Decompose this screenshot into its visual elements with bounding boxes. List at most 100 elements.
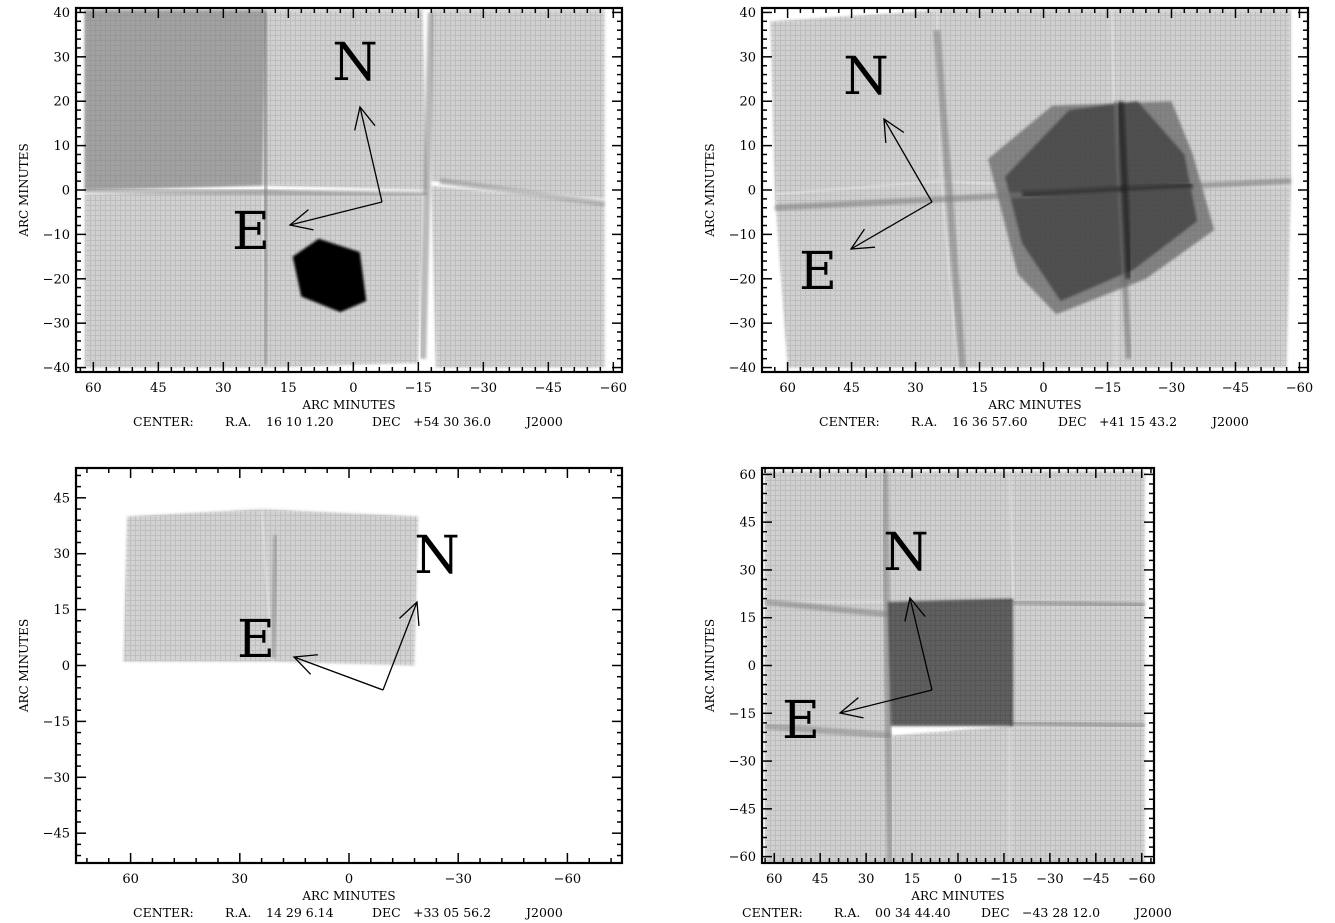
y-tick-label: 40 — [739, 6, 756, 21]
y-tick-label: −45 — [43, 827, 70, 842]
dense-exposure — [292, 238, 367, 313]
east-arrow — [839, 689, 933, 714]
x-tick-label: 30 — [215, 381, 232, 396]
north-label: N — [883, 523, 929, 583]
x-tick-label: 15 — [904, 872, 921, 887]
north-arrow — [382, 601, 418, 691]
x-tick-label: 30 — [907, 381, 924, 396]
y-tick-label: −40 — [43, 361, 70, 376]
panel-2: 60 45 30 15 0 −15 −30 −45 −60 40 30 20 10 0 −10 −20 −30 −… — [703, 6, 1313, 429]
x-tick-label: −15 — [1094, 381, 1121, 396]
x-tick-label: 15 — [280, 381, 297, 396]
caption-ra-label: R.A. — [911, 414, 937, 429]
exposure-texture-8 — [1010, 726, 1145, 863]
y-tick-label: 20 — [53, 95, 70, 110]
caption-ra-label: R.A. — [225, 905, 251, 920]
y-tick-label: −30 — [729, 317, 756, 332]
x-tick-label: −45 — [535, 381, 562, 396]
y-tick-label: 45 — [53, 491, 70, 506]
caption-prefix: CENTER: — [133, 414, 194, 429]
x-tick-label: 60 — [85, 381, 102, 396]
y-tick-label: 15 — [53, 603, 70, 618]
exposure-texture-5 — [1010, 601, 1145, 726]
axes: 60 45 30 15 0 −15 −30 −45 −60 40 30 20 10 0 −10 −20 −30 −… — [703, 6, 1313, 429]
exposure-texture-4 — [84, 190, 267, 368]
x-tick-label: −45 — [1082, 872, 1109, 887]
x-tick-label: 0 — [345, 872, 353, 887]
overlap-texture — [887, 598, 1014, 726]
exposure-texture-1 — [770, 10, 942, 195]
exposure-texture-2 — [884, 471, 1014, 602]
center-caption: CENTER: R.A. 14 29 6.14 DEC +33 05 56.2 J2000 — [133, 905, 563, 920]
x-axis-title: ARC MINUTES — [910, 889, 1004, 903]
exposure-texture-1 — [123, 509, 273, 662]
x-tick-label: −30 — [470, 381, 497, 396]
y-tick-label: 0 — [748, 659, 756, 674]
east-arrow-head — [288, 209, 314, 231]
exposure-texture-3 — [1010, 471, 1145, 602]
exposure-texture-2 — [261, 509, 419, 666]
center-caption: CENTER: R.A. 00 34 44.40 DEC −43 28 12.0 J200… — [742, 905, 1172, 920]
chip-gap-vertical-1 — [881, 471, 895, 863]
axes: 60 30 0 −30 −60 45 30 15 0 −15 −30 −45 ARC MINUTES AR… — [17, 466, 624, 920]
x-axis-title: ARC MINUTES — [301, 889, 395, 903]
y-tick-label: −15 — [43, 715, 70, 730]
y-tick-label: 30 — [739, 563, 756, 578]
overlap-inner — [1005, 101, 1198, 301]
x-tick-label: −60 — [554, 872, 581, 887]
panel-4: 60 45 30 15 0 −15 −30 −45 −60 60 45 30 15 0 −15 −30 −45 −… — [703, 466, 1172, 920]
x-tick-label: −15 — [405, 381, 432, 396]
x-tick-label: 0 — [1039, 381, 1047, 396]
x-tick-label: −60 — [1128, 872, 1155, 887]
east-label: E — [782, 691, 820, 751]
x-tick-label: 60 — [779, 381, 796, 396]
x-tick-label: −30 — [444, 872, 471, 887]
east-label: E — [232, 202, 270, 262]
caption-epoch: J2000 — [1210, 414, 1249, 429]
y-axis-title: ARC MINUTES — [703, 619, 717, 713]
east-arrow-head — [292, 654, 318, 675]
x-tick-label: −15 — [990, 872, 1017, 887]
y-axis-title: ARC MINUTES — [703, 143, 717, 237]
caption-dec: −43 28 12.0 — [1022, 905, 1100, 920]
north-label: N — [332, 33, 378, 93]
north-arrow-head — [904, 596, 926, 622]
exposure-texture-4 — [765, 601, 891, 736]
x-tick-label: 45 — [812, 872, 829, 887]
x-tick-label: 0 — [954, 872, 962, 887]
caption-dec: +41 15 43.2 — [1099, 414, 1177, 429]
chip-gap-vertical-2 — [419, 12, 435, 359]
exposure-texture-6 — [765, 726, 891, 863]
north-arrow — [883, 118, 933, 203]
x-tick-label: 45 — [843, 381, 860, 396]
y-tick-label: −40 — [729, 361, 756, 376]
caption-epoch: J2000 — [524, 905, 563, 920]
compass: NE — [799, 47, 933, 302]
y-tick-label: −10 — [43, 228, 70, 243]
y-tick-label: −60 — [729, 850, 756, 865]
north-arrow-head — [399, 600, 420, 626]
chip-gap-horizontal-lower-west — [764, 723, 891, 739]
exposure-texture-2 — [262, 10, 427, 191]
x-tick-label: −30 — [1036, 872, 1063, 887]
y-tick-label: 30 — [739, 50, 756, 65]
caption-ra: 16 10 1.20 — [266, 414, 334, 429]
y-tick-label: 45 — [739, 516, 756, 531]
x-tick-label: 30 — [232, 872, 249, 887]
axes: 60 45 30 15 0 −15 −30 −45 −60 40 30 20 10 0 −10 −20 −30 −… — [17, 6, 627, 429]
y-tick-label: −20 — [729, 272, 756, 287]
north-arrow — [359, 106, 383, 203]
x-tick-label: −45 — [1222, 381, 1249, 396]
east-label: E — [237, 610, 275, 670]
chip-gap-vertical-2 — [1113, 101, 1132, 359]
panel-3: 60 30 0 −30 −60 45 30 15 0 −15 −30 −45 ARC MINUTES AR… — [17, 466, 624, 920]
x-tick-label: −30 — [1158, 381, 1185, 396]
caption-ra: 14 29 6.14 — [266, 905, 334, 920]
caption-dec-label: DEC — [1058, 414, 1087, 429]
x-tick-label: −60 — [600, 381, 627, 396]
panel-image — [123, 509, 419, 666]
exposure-texture-7 — [890, 726, 1011, 863]
chip-gap-horizontal-upper-west — [764, 598, 888, 618]
overlap-gap-horizontal — [1022, 182, 1193, 198]
